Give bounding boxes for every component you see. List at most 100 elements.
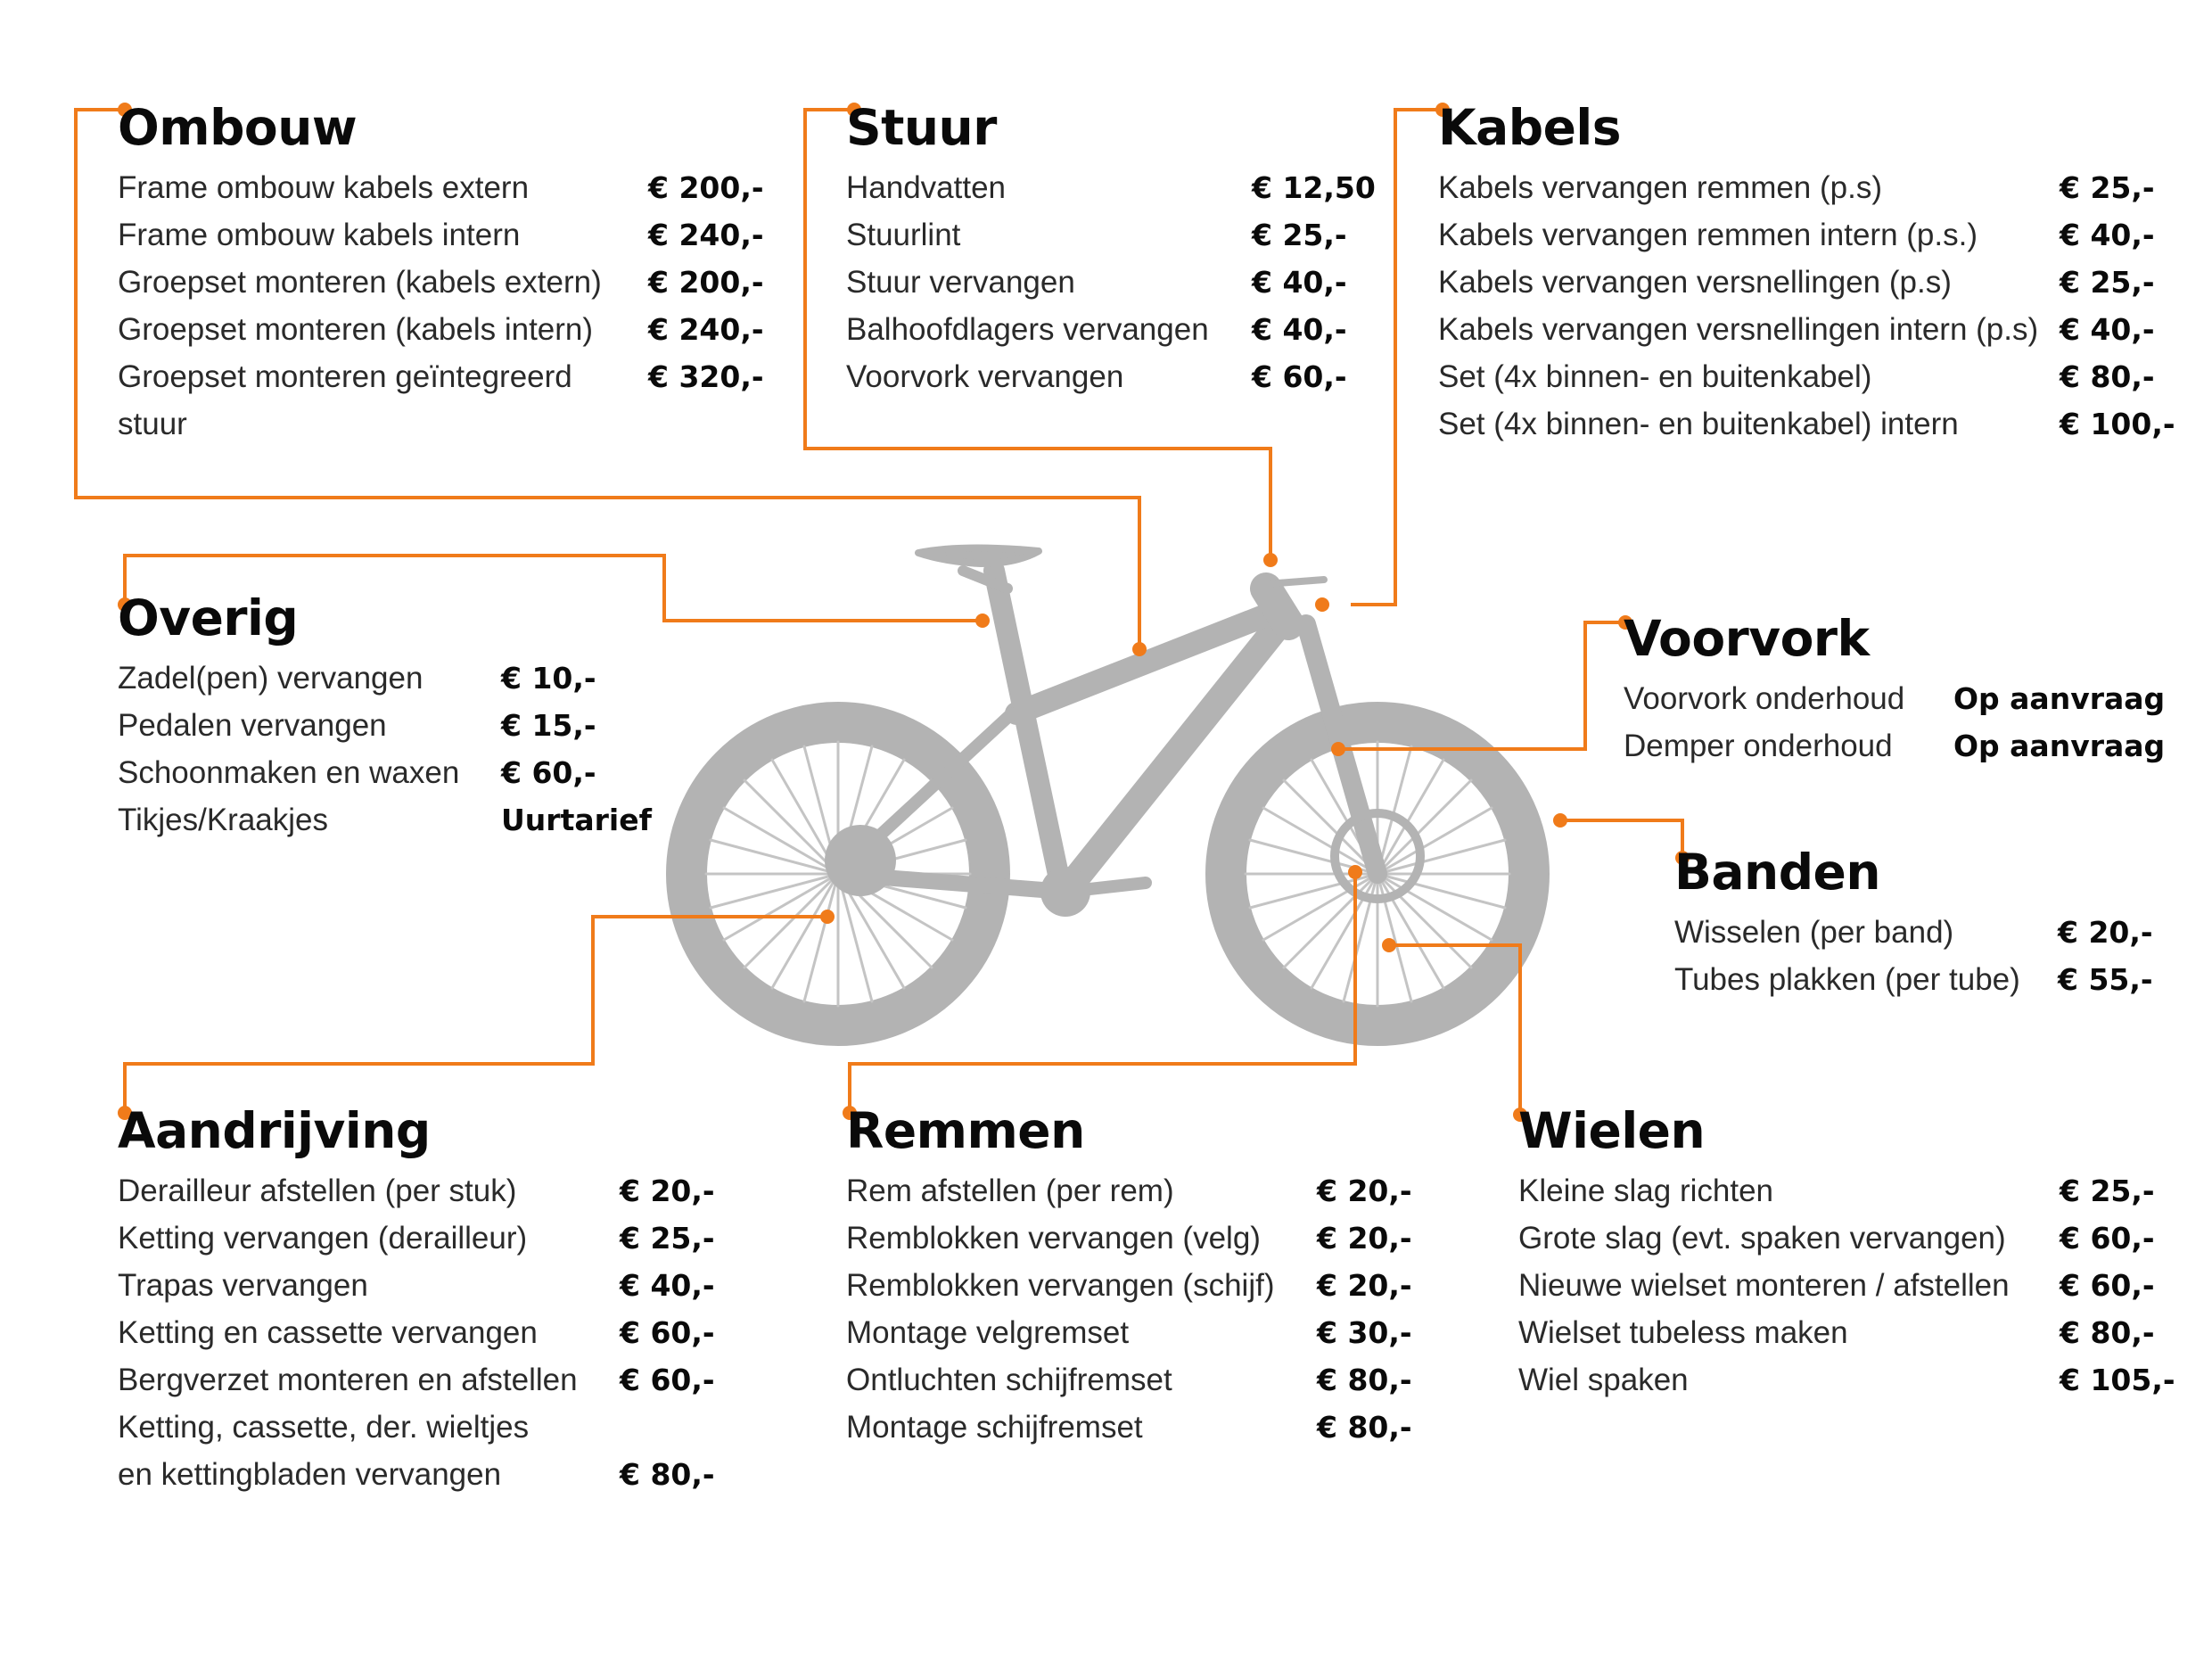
service-label: en kettingbladen vervangen [118, 1457, 502, 1492]
service-label: Groepset monteren (kabels extern) [118, 265, 602, 300]
service-price: € 25,- [1252, 218, 1347, 252]
service-price: € 80,- [2060, 1315, 2155, 1350]
price-row: Kabels vervangen remmen intern (p.s.) € 4… [1438, 211, 2178, 259]
leader-remmen [848, 872, 1357, 1113]
cassette [825, 825, 896, 896]
leader-overig [123, 554, 983, 622]
price-row: Ontluchten schijfremset € 80,- [846, 1356, 1470, 1404]
service-price: € 20,- [1317, 1268, 1412, 1303]
service-label: Frame ombouw kabels intern [118, 218, 521, 252]
price-row: Voorvork onderhoud Op aanvraag [1624, 675, 2194, 722]
service-price: € 80,- [1317, 1363, 1412, 1397]
service-label: Kabels vervangen remmen intern (p.s.) [1438, 218, 1978, 252]
service-price: € 20,- [2058, 915, 2153, 950]
service-label: Ontluchten schijfremset [846, 1363, 1172, 1397]
service-label: Groepset monteren (kabels intern) [118, 312, 594, 347]
price-list: Frame ombouw kabels extern € 200,- Frame o… [118, 164, 795, 448]
service-price: Op aanvraag [1953, 729, 2166, 763]
section-title: Banden [1674, 844, 1881, 901]
saddle [915, 544, 1042, 567]
service-price: € 10,- [501, 661, 596, 696]
section-title: Voorvork [1624, 610, 1870, 667]
service-label: Montage schijfremset [846, 1410, 1143, 1445]
service-label: Nieuwe wielset monteren / afstellen [1518, 1268, 2010, 1303]
service-price: € 100,- [2060, 407, 2175, 441]
price-row: Groepset monteren (kabels intern) € 240,- [118, 306, 795, 353]
price-list: Wisselen (per band) € 20,- Tubes plakken (… [1674, 909, 2191, 1003]
price-row: Derailleur afstellen (per stuk) € 20,- [118, 1167, 742, 1215]
service-label: Balhoofdlagers vervangen [846, 312, 1209, 347]
service-price: € 60,- [2060, 1221, 2155, 1256]
price-row: Set (4x binnen- en buitenkabel) € 80,- [1438, 353, 2178, 400]
service-price: € 25,- [2060, 265, 2155, 300]
price-row: Groepset monteren (kabels extern) € 200,- [118, 259, 795, 306]
section-overig: Overig Zadel(pen) vervangen € 10,- Pedalen… [118, 589, 670, 844]
service-price: € 240,- [648, 312, 764, 347]
price-row: Ketting, cassette, der. wieltjes [118, 1404, 742, 1451]
leader-ombouw [74, 108, 1141, 649]
service-label: Stuur vervangen [846, 265, 1075, 300]
price-row: Handvatten € 12,50 [846, 164, 1381, 211]
section-title: Overig [118, 589, 299, 646]
price-row: Tubes plakken (per tube) € 55,- [1674, 956, 2191, 1003]
service-label: Bergverzet monteren en afstellen [118, 1363, 578, 1397]
price-row: Voorvork vervangen € 60,- [846, 353, 1381, 400]
service-label: Groepset monteren geïntegreerd [118, 359, 572, 394]
chainring [1040, 867, 1090, 917]
price-row: Pedalen vervangen € 15,- [118, 702, 670, 749]
leader-dots [118, 103, 1690, 1122]
service-price: € 40,- [1252, 312, 1347, 347]
price-list: Handvatten € 12,50 Stuurlint € 25,- Stuur ve… [846, 164, 1381, 400]
section-stuur: Stuur Handvatten € 12,50 Stuurlint € 25,- St… [846, 98, 1381, 400]
section-title: Kabels [1438, 99, 1622, 156]
service-price: € 80,- [1317, 1410, 1412, 1445]
section-aandrijving: Aandrijving Derailleur afstellen (per st… [118, 1101, 742, 1498]
service-price: € 60,- [501, 755, 596, 790]
leader-stuur [803, 108, 1272, 560]
service-price: € 30,- [1317, 1315, 1412, 1350]
price-row: Stuur vervangen € 40,- [846, 259, 1381, 306]
service-label: Kabels vervangen versnellingen (p.s) [1438, 265, 1952, 300]
price-row: stuur [118, 400, 795, 448]
price-row: Frame ombouw kabels extern € 200,- [118, 164, 795, 211]
service-label: Rem afstellen (per rem) [846, 1174, 1174, 1208]
price-row: Groepset monteren geïntegreerd € 320,- [118, 353, 795, 400]
price-row: Set (4x binnen- en buitenkabel) intern € … [1438, 400, 2178, 448]
service-label: Wielset tubeless maken [1518, 1315, 1848, 1350]
service-label: Handvatten [846, 170, 1007, 205]
section-title: Stuur [846, 99, 997, 156]
section-title: Wielen [1518, 1102, 1706, 1159]
bike-frame [830, 560, 1387, 905]
price-row: Nieuwe wielset monteren / afstellen € 60,… [1518, 1262, 2196, 1309]
price-row: en kettingbladen vervangen € 80,- [118, 1451, 742, 1498]
price-row: Balhoofdlagers vervangen € 40,- [846, 306, 1381, 353]
front-wheel [1205, 702, 1550, 1046]
service-label: Set (4x binnen- en buitenkabel) [1438, 359, 1872, 394]
service-label: Frame ombouw kabels extern [118, 170, 530, 205]
service-price: € 25,- [2060, 1174, 2155, 1208]
service-label: Stuurlint [846, 218, 961, 252]
service-price: € 25,- [2060, 170, 2155, 205]
service-label: Wisselen (per band) [1674, 915, 1954, 950]
service-label: Kabels vervangen versnellingen intern (p… [1438, 312, 2039, 347]
price-row: Montage velgremset € 30,- [846, 1309, 1470, 1356]
service-label: Voorvork vervangen [846, 359, 1124, 394]
service-label: Wiel spaken [1518, 1363, 1689, 1397]
price-list: Voorvork onderhoud Op aanvraag Demper onde… [1624, 675, 2194, 770]
service-label: Voorvork onderhoud [1624, 681, 1905, 716]
leader-banden [1560, 819, 1684, 858]
price-row: Wisselen (per band) € 20,- [1674, 909, 2191, 956]
service-price: Op aanvraag [1953, 681, 2166, 716]
leader-aandrijving [123, 915, 827, 1113]
section-title: Remmen [846, 1102, 1085, 1159]
price-row: Trapas vervangen € 40,- [118, 1262, 742, 1309]
price-row: Kabels vervangen remmen (p.s) € 25,- [1438, 164, 2178, 211]
price-row: Kabels vervangen versnellingen (p.s) € 25… [1438, 259, 2178, 306]
service-price: € 40,- [1252, 265, 1347, 300]
service-label: Kabels vervangen remmen (p.s) [1438, 170, 1882, 205]
price-list: Zadel(pen) vervangen € 10,- Pedalen vervan… [118, 655, 670, 844]
service-label: Demper onderhoud [1624, 729, 1893, 763]
price-list: Kleine slag richten € 25,- Grote slag (evt… [1518, 1167, 2196, 1404]
section-voorvork: Voorvork Voorvork onderhoud Op aanvraag De… [1624, 609, 2194, 770]
